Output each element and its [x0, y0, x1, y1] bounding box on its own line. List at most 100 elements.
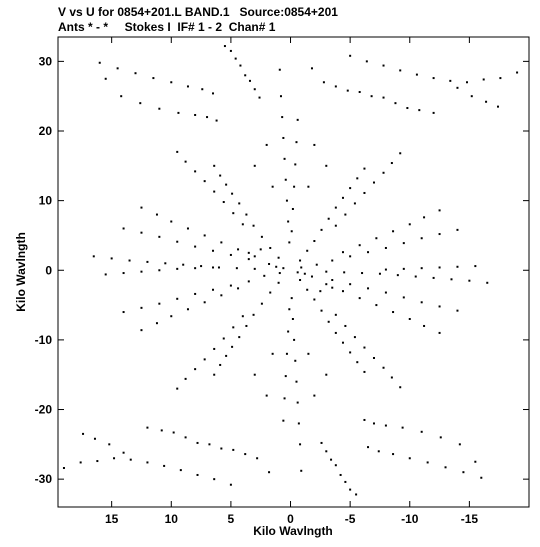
uv-point — [160, 429, 163, 432]
uv-point — [244, 74, 247, 77]
uv-point — [325, 270, 328, 273]
uv-point — [438, 305, 441, 308]
uv-point — [384, 424, 387, 427]
uv-point — [465, 81, 468, 84]
uv-point — [432, 77, 435, 80]
uv-point — [320, 228, 323, 231]
uv-point — [450, 278, 453, 281]
uv-point — [375, 237, 378, 240]
uv-point — [172, 431, 175, 434]
uv-point — [206, 116, 209, 119]
uv-point — [367, 446, 370, 449]
uv-point — [480, 476, 483, 479]
uv-point — [322, 81, 325, 84]
uv-point — [334, 224, 337, 227]
uv-point — [98, 61, 101, 64]
uv-point — [277, 281, 280, 284]
plot-title: V vs U for 0854+201.L BAND.1 Source:0854… — [58, 5, 338, 19]
uv-point — [282, 267, 285, 270]
uv-point — [313, 143, 316, 146]
uv-point — [486, 281, 489, 284]
uv-point — [108, 443, 111, 446]
uv-point — [245, 324, 248, 327]
uv-point — [253, 88, 256, 91]
uv-point — [225, 354, 228, 357]
uv-point — [258, 96, 261, 99]
uv-point — [456, 86, 459, 89]
uv-point — [310, 67, 313, 70]
uv-point — [432, 111, 435, 114]
y-tick-label: 30 — [39, 54, 53, 68]
uv-point — [122, 227, 125, 230]
x-tick-label: -10 — [401, 512, 419, 526]
uv-point — [290, 297, 293, 300]
uv-point — [278, 68, 281, 71]
uv-point — [140, 206, 143, 209]
uv-point — [231, 192, 234, 195]
uv-point — [356, 177, 359, 180]
uv-point — [282, 419, 285, 422]
uv-point — [213, 190, 216, 193]
uv-point — [438, 233, 441, 236]
uv-point — [307, 352, 310, 355]
uv-point — [104, 273, 107, 276]
uv-point — [208, 443, 211, 446]
uv-point — [358, 91, 361, 94]
uv-point — [449, 79, 452, 82]
uv-point — [438, 331, 441, 334]
uv-point — [120, 95, 123, 98]
uv-point — [283, 397, 286, 400]
uv-point — [291, 318, 294, 320]
uv-point — [306, 249, 309, 252]
x-tick-label: -15 — [461, 512, 479, 526]
x-axis-ticks: 15 10 5 0 -5 -10 -15 — [105, 37, 478, 526]
uv-point — [331, 279, 334, 282]
uv-point — [375, 304, 378, 307]
uv-point — [238, 336, 241, 339]
y-tick-label: 10 — [39, 194, 53, 208]
uv-point — [194, 113, 197, 116]
uv-point — [474, 460, 477, 463]
uv-point — [176, 267, 179, 270]
uv-point — [423, 216, 426, 219]
uv-point — [458, 443, 461, 446]
uv-point — [222, 337, 225, 340]
uv-point — [401, 426, 404, 429]
uv-point — [260, 302, 263, 305]
uv-point — [96, 460, 99, 463]
uv-point — [277, 256, 280, 259]
uv-point — [271, 185, 274, 188]
uv-point — [194, 292, 197, 295]
uv-point — [253, 164, 256, 167]
uv-point — [158, 107, 161, 110]
uv-point — [344, 324, 347, 327]
uv-point — [372, 356, 375, 359]
uv-point — [299, 259, 302, 262]
uv-point — [232, 326, 235, 329]
uv-point — [213, 478, 216, 481]
uv-point — [146, 461, 149, 464]
uv-point — [439, 436, 442, 439]
uv-point — [319, 290, 322, 293]
uv-point — [330, 458, 333, 461]
uv-point — [399, 152, 402, 155]
uv-point — [384, 291, 387, 294]
uv-point — [93, 437, 96, 440]
uv-point — [284, 178, 287, 181]
uv-point — [234, 57, 237, 60]
uv-point — [367, 251, 370, 254]
uv-point — [363, 167, 366, 170]
uv-point — [382, 171, 385, 174]
uv-point — [194, 170, 197, 173]
uv-point — [279, 95, 282, 98]
uv-point — [320, 309, 323, 312]
uv-point — [384, 246, 387, 249]
uv-point — [232, 448, 235, 451]
x-tick-label: 10 — [165, 512, 179, 526]
uv-point — [468, 279, 471, 282]
uv-point — [212, 266, 215, 269]
uv-point — [382, 96, 385, 99]
uv-point — [253, 255, 256, 258]
uv-point — [110, 257, 113, 260]
uv-point — [293, 185, 296, 188]
